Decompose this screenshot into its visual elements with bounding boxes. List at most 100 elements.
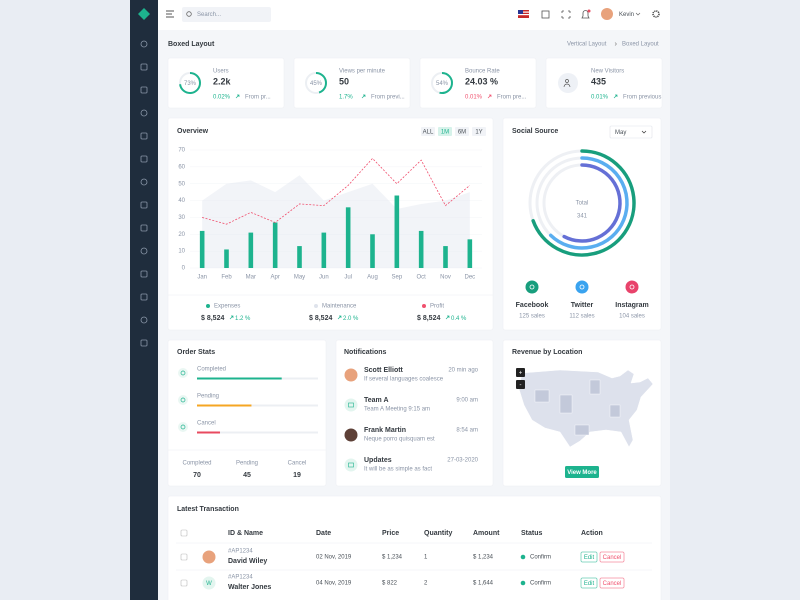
y-tick-label: 10	[178, 249, 185, 255]
sidebar-icon[interactable]	[140, 132, 148, 140]
notification-time: 8:54 am	[456, 428, 478, 434]
notification-text: If several languages coalesce	[364, 377, 444, 383]
legend-change: 0.4 %	[451, 316, 467, 322]
sidebar-icon[interactable]	[140, 224, 148, 232]
sidebar-icon[interactable]	[140, 339, 148, 347]
legend-dot	[206, 304, 210, 308]
sidebar-icon[interactable]	[140, 86, 148, 94]
table-header: Price	[382, 530, 399, 537]
x-tick-label: Jun	[319, 275, 329, 281]
ring-label: 73%	[184, 81, 197, 87]
card	[419, 57, 537, 109]
search-box[interactable]	[182, 7, 271, 22]
status-icon	[178, 395, 188, 405]
social-icon[interactable]	[525, 280, 539, 294]
notification-time: 9:00 am	[456, 398, 478, 404]
range-button[interactable]	[472, 127, 486, 136]
x-tick-label: Nov	[440, 275, 451, 281]
bar	[370, 234, 375, 268]
stat-label: New Visitors	[591, 69, 624, 75]
checkbox[interactable]	[180, 579, 188, 587]
sidebar-icon[interactable]	[140, 316, 148, 324]
visitor-icon-bg	[558, 73, 578, 93]
x-tick-label: Dec	[464, 275, 475, 281]
trend-arrow	[235, 94, 240, 99]
sidebar-icon[interactable]	[140, 40, 148, 48]
transaction-name: David Wiley	[228, 558, 267, 565]
user-name[interactable]: Kevin	[619, 12, 634, 18]
flag[interactable]	[518, 10, 529, 18]
sidebar-icon[interactable]	[140, 201, 148, 209]
stat-value: 50	[339, 76, 349, 86]
fullscreen-icon[interactable]	[561, 10, 571, 19]
y-tick-label: 50	[178, 181, 185, 187]
area	[202, 175, 470, 268]
status-dot	[520, 554, 526, 560]
bar	[248, 232, 254, 268]
legend-total: $ 8,524	[201, 315, 224, 322]
social-icon[interactable]	[625, 280, 639, 294]
map-region	[559, 394, 573, 414]
x-tick-label: Mar	[246, 275, 256, 281]
avatar-icon	[344, 398, 358, 412]
stat-value: 24.03 %	[465, 76, 498, 86]
social-name: Twitter	[571, 302, 594, 309]
edit-button[interactable]	[580, 577, 598, 589]
menu-toggle[interactable]	[166, 10, 174, 18]
sidebar-icon[interactable]	[140, 178, 148, 186]
card-title: Order Stats	[177, 349, 215, 356]
bar	[418, 230, 424, 268]
status-icon-glyph	[180, 397, 186, 403]
view-more-button[interactable]	[565, 466, 599, 478]
progress-track	[197, 404, 318, 407]
summary-count: 19	[293, 472, 301, 479]
legend-total: $ 8,524	[417, 315, 440, 322]
card-title: Latest Transaction	[177, 506, 239, 513]
range-button[interactable]	[438, 127, 452, 136]
table-cell: $ 822	[382, 581, 398, 587]
notification-time: 20 min ago	[448, 368, 478, 374]
bar	[467, 239, 473, 268]
stat-change: 0.02%	[213, 95, 231, 101]
zoom-button[interactable]	[516, 380, 525, 389]
range-button[interactable]	[455, 127, 469, 136]
user-avatar[interactable]	[601, 8, 613, 20]
notification-text: Neque porro quisquam est	[364, 437, 435, 443]
settings-icon[interactable]	[652, 10, 660, 18]
checkbox[interactable]	[180, 529, 188, 537]
summary-count: 45	[243, 472, 251, 479]
status-icon-glyph	[180, 370, 186, 376]
edit-button[interactable]	[580, 551, 598, 563]
sidebar-icon[interactable]	[140, 155, 148, 163]
period-select-label: May	[615, 130, 626, 136]
card-title: Overview	[177, 128, 209, 135]
ring-progress	[315, 72, 327, 94]
sidebar-icon[interactable]	[140, 109, 148, 117]
status-label: Confirm	[530, 581, 551, 587]
notification-name: Scott Elliott	[364, 367, 404, 374]
breadcrumb-item[interactable]: Vertical Layout	[567, 42, 607, 48]
range-button-label: 1Y	[475, 129, 482, 135]
sidebar-icon[interactable]	[140, 270, 148, 278]
cancel-button[interactable]	[599, 577, 625, 589]
bar	[345, 207, 351, 268]
trend-arrow	[361, 94, 366, 99]
apps-icon[interactable]	[541, 10, 550, 19]
checkbox[interactable]	[180, 553, 188, 561]
cancel-button[interactable]	[599, 551, 625, 563]
period-select[interactable]	[609, 125, 653, 139]
sidebar-icon[interactable]	[140, 63, 148, 71]
sidebar-icon[interactable]	[140, 247, 148, 255]
social-icon[interactable]	[575, 280, 589, 294]
notification-icon[interactable]	[581, 10, 590, 19]
search-placeholder: Search...	[197, 12, 221, 18]
bar	[199, 230, 205, 268]
stat-note: From pre...	[497, 95, 527, 101]
zoom-button-label: +	[519, 370, 523, 376]
zoom-button[interactable]	[516, 368, 525, 377]
sidebar-icon[interactable]	[140, 293, 148, 301]
x-tick-label: Jul	[344, 275, 352, 281]
x-tick-label: Sep	[391, 275, 402, 281]
table-header: Date	[316, 530, 331, 537]
range-button[interactable]	[421, 127, 435, 136]
